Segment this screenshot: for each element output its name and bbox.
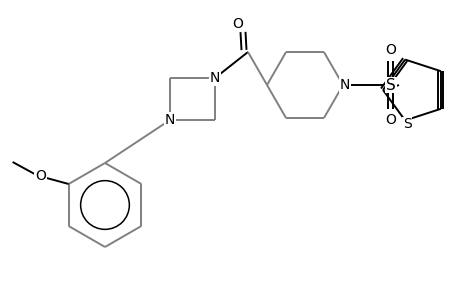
Text: O: O	[35, 169, 46, 183]
Text: S: S	[385, 77, 395, 92]
Text: N: N	[209, 71, 220, 85]
Text: N: N	[339, 78, 349, 92]
Text: O: O	[232, 17, 243, 31]
Text: O: O	[385, 113, 396, 127]
Text: O: O	[385, 43, 396, 57]
Text: S: S	[402, 117, 411, 131]
Text: N: N	[164, 113, 175, 127]
